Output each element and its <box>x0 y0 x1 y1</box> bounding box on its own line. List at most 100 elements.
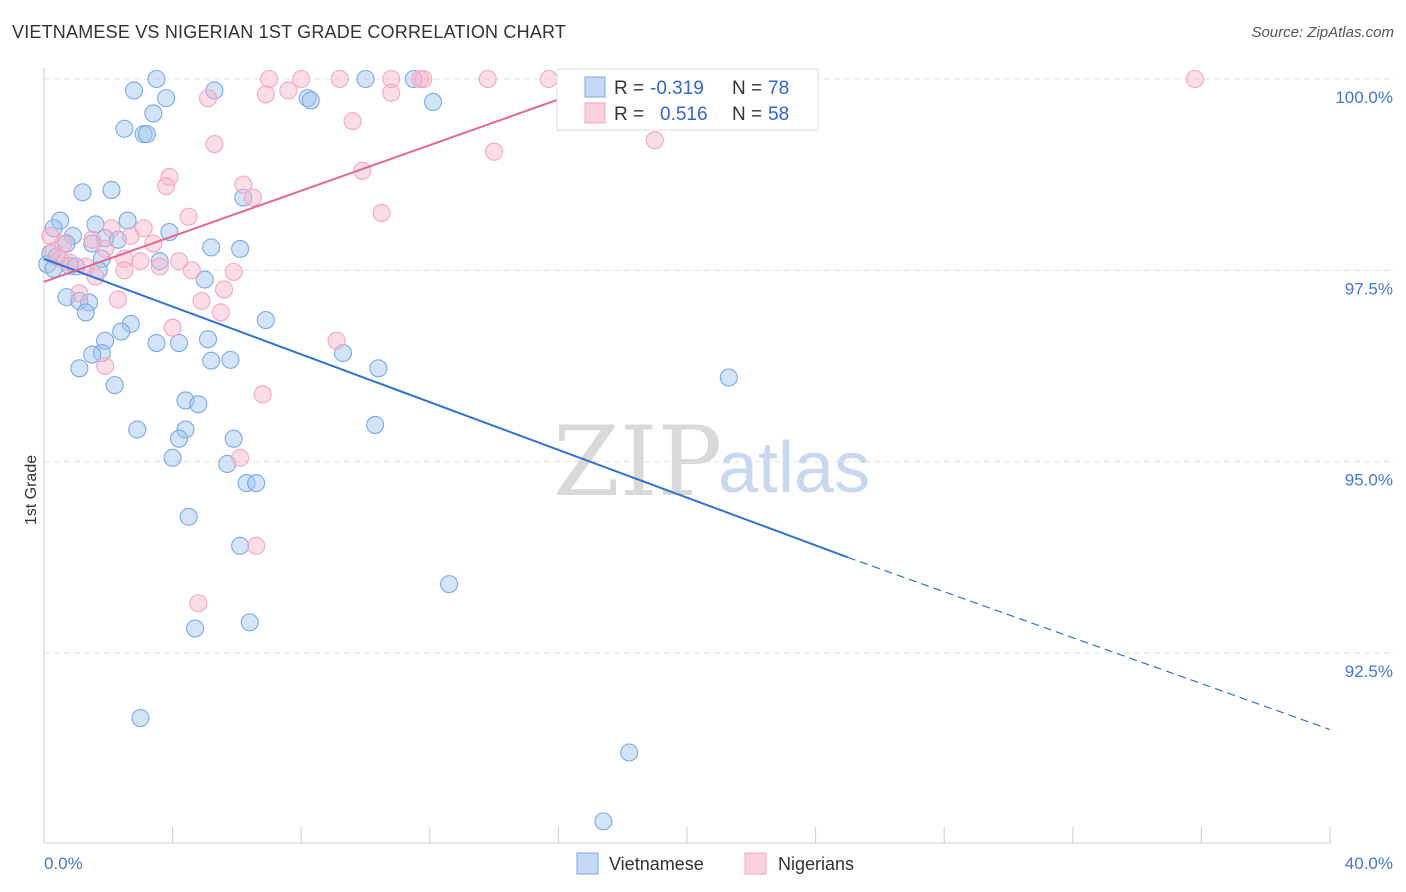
nigerians-point-41 <box>115 261 134 280</box>
vietnamese-point-68 <box>247 474 266 493</box>
vietnamese-trend-extension <box>847 556 1331 731</box>
nigerians-point-51 <box>327 331 346 350</box>
nigerians-point-54 <box>231 448 250 467</box>
vietnamese-point-40 <box>79 293 99 312</box>
nigerians-point-43 <box>224 262 243 281</box>
x-tick-labels: 0.0% 40.0% <box>44 854 1393 873</box>
nigerians-point-53 <box>253 385 272 404</box>
legend-r-value-1: -0.319 <box>650 78 704 99</box>
bottom-legend-vietnamese: Vietnamese <box>609 854 704 874</box>
vietnamese-point-15 <box>234 188 253 207</box>
nigerians-point-11 <box>279 81 298 100</box>
vietnamese-point-76 <box>594 812 613 831</box>
nigerians-point-50 <box>163 318 182 337</box>
vietnamese-point-26 <box>202 238 221 257</box>
vietnamese-point-60 <box>366 415 385 434</box>
legend-r-label-1: R = <box>614 78 644 99</box>
nigerians-point-28 <box>121 226 140 245</box>
vietnamese-point-69 <box>179 507 198 526</box>
nigerians-point-13 <box>382 83 401 102</box>
legend-swatch-nigerians <box>584 102 606 124</box>
legend-n-value-1: 78 <box>768 78 789 99</box>
nigerians-point-3 <box>382 69 401 89</box>
nigerians-point-0 <box>259 69 279 89</box>
vietnamese-point-9 <box>144 104 163 123</box>
vietnamese-point-14 <box>73 183 92 202</box>
legend-n-label-2: N = <box>732 104 762 125</box>
nigerians-point-55 <box>247 536 266 555</box>
watermark: ZIP atlas <box>553 406 870 518</box>
nigerians-point-52 <box>96 356 115 376</box>
vietnamese-point-72 <box>240 613 259 632</box>
nigerians-point-15 <box>343 112 362 131</box>
vietnamese-point-18 <box>118 211 137 230</box>
x-tick-label-min: 0.0% <box>44 854 83 873</box>
vietnamese-point-5 <box>157 89 176 108</box>
nigerians-point-12 <box>256 85 275 104</box>
vietnamese-point-31 <box>150 252 169 271</box>
vietnamese-point-39 <box>70 291 89 310</box>
nigerians-point-38 <box>169 252 189 271</box>
nigerians-point-56 <box>189 594 208 613</box>
nigerians-point-1 <box>292 69 311 89</box>
vietnamese-point-52 <box>202 351 221 370</box>
vietnamese-point-67 <box>237 474 256 493</box>
vietnamese-point-37 <box>195 270 214 289</box>
bottom-legend-swatch-vietnamese <box>576 852 599 875</box>
nigerians-point-18 <box>645 131 664 150</box>
vietnamese-point-50 <box>83 345 102 364</box>
vietnamese-point-1 <box>356 69 375 89</box>
vietnamese-point-3 <box>124 81 144 100</box>
vietnamese-point-27 <box>231 239 250 258</box>
nigerians-point-5 <box>414 69 433 89</box>
vietnamese-point-2 <box>404 69 423 89</box>
nigerians-point-45 <box>214 280 234 299</box>
nigerians-point-7 <box>539 69 558 89</box>
series-vietnamese-points <box>38 69 738 831</box>
axes <box>43 68 1331 844</box>
y-tick-labels: 92.5% 95.0% 97.5% 100.0% <box>1335 88 1393 681</box>
vietnamese-point-56 <box>105 376 124 395</box>
y-tick-label-2: 97.5% <box>1345 279 1393 298</box>
vietnamese-point-70 <box>231 536 250 555</box>
nigerians-point-6 <box>478 69 497 89</box>
legend-n-label-1: N = <box>732 78 762 99</box>
vietnamese-point-65 <box>163 448 182 467</box>
vietnamese-point-61 <box>128 420 147 439</box>
vietnamese-point-44 <box>112 322 131 341</box>
vietnamese-point-55 <box>369 359 388 378</box>
vietnamese-point-0 <box>147 69 166 89</box>
vietnamese-point-12 <box>137 125 156 144</box>
trend-lines <box>43 78 1331 731</box>
nigerians-point-30 <box>83 230 102 249</box>
nigerians-point-17 <box>485 142 504 161</box>
nigerians-point-23 <box>243 188 263 207</box>
nigerians-point-42 <box>182 261 201 280</box>
nigerians-point-14 <box>198 89 218 108</box>
nigerians-point-26 <box>102 219 121 238</box>
vietnamese-point-57 <box>719 368 738 387</box>
vietnamese-point-43 <box>121 314 140 333</box>
nigerians-point-34 <box>96 239 115 258</box>
legend-r-value-2: 0.516 <box>660 104 708 125</box>
nigerians-point-22 <box>234 175 253 194</box>
vietnamese-point-59 <box>189 395 208 414</box>
nigerians-point-44 <box>86 267 105 286</box>
vietnamese-point-41 <box>76 303 95 322</box>
nigerians-point-47 <box>108 290 127 309</box>
y-axis-label: 1st Grade <box>23 455 40 525</box>
nigerians-point-10 <box>1185 69 1205 89</box>
vietnamese-point-46 <box>147 333 166 353</box>
chart-source: Source: ZipAtlas.com <box>1251 24 1394 41</box>
legend-swatch-vietnamese <box>584 76 606 98</box>
legend-box: R = -0.319 N = 78 R = 0.516 N = 58 <box>556 68 819 131</box>
vietnamese-point-7 <box>301 91 320 110</box>
vietnamese-point-47 <box>169 333 189 353</box>
nigerians-point-39 <box>150 257 169 276</box>
nigerians-trend-line <box>43 78 617 283</box>
nigerians-point-33 <box>44 242 63 261</box>
bottom-legend-nigerians: Nigerians <box>778 854 854 874</box>
vietnamese-point-73 <box>186 619 205 638</box>
nigerians-point-16 <box>205 135 224 154</box>
